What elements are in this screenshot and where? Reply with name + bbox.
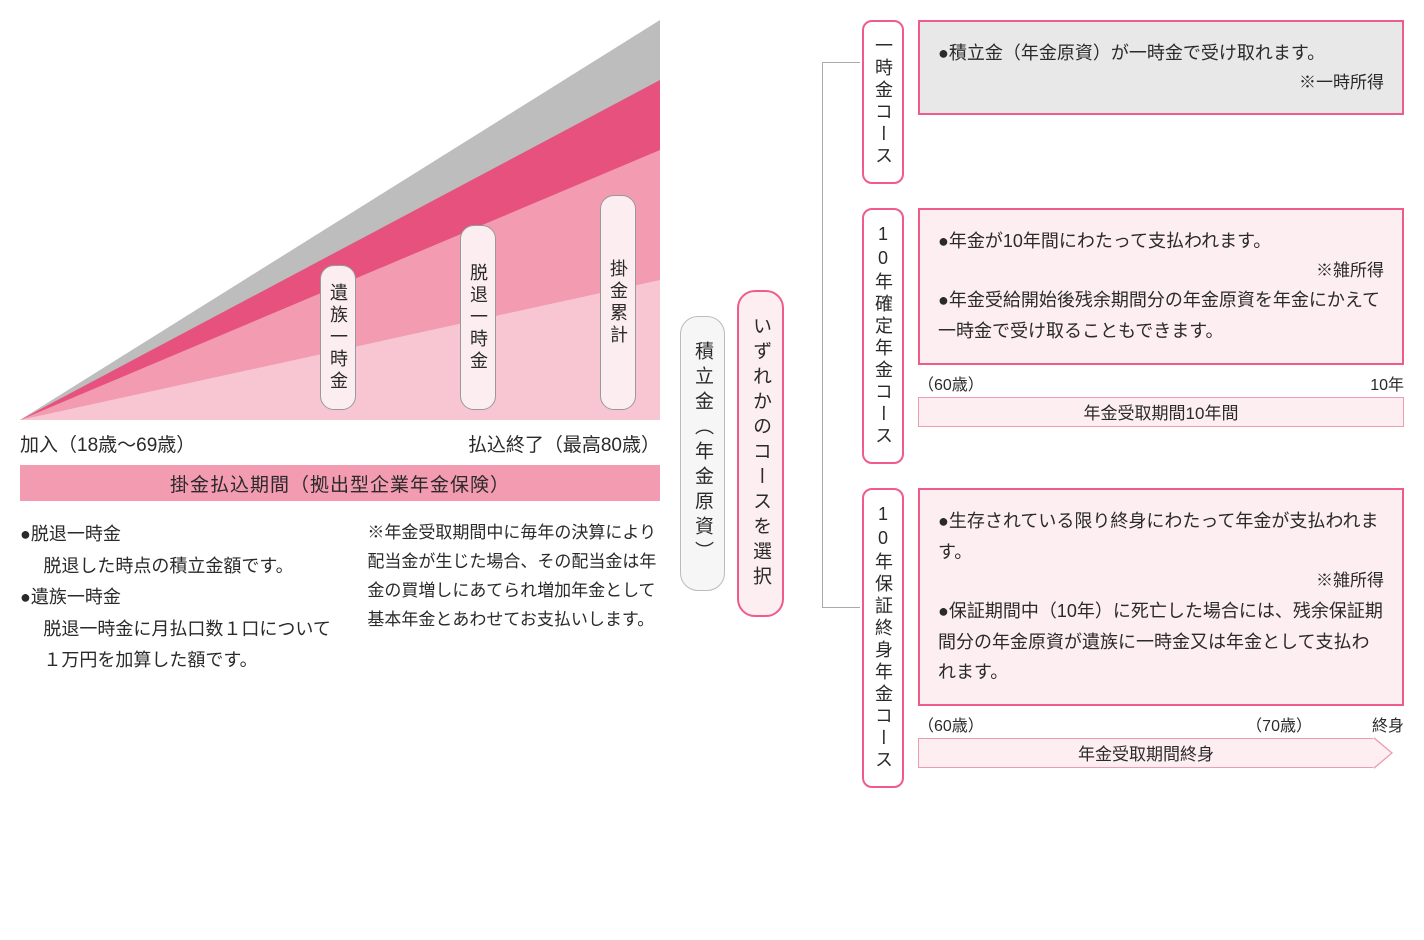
right-column: 一時金コース ●積立金（年金原資）が一時金で受け取れます。 ※一時所得 10年確… bbox=[804, 20, 1404, 788]
life-tl-right: 終身 bbox=[1372, 712, 1404, 736]
life-note: ※雑所得 bbox=[938, 567, 1384, 596]
life-tl-left: （60歳） bbox=[918, 712, 984, 736]
life-tl-bar: 年金受取期間終身 bbox=[918, 738, 1374, 768]
ten-note: ※雑所得 bbox=[938, 257, 1384, 286]
pill-fund: 積立金（年金原資） bbox=[680, 316, 725, 591]
left-column: 遺族一時金 脱退一時金 掛金累計 加入（18歳〜69歳） 払込終了（最高80歳）… bbox=[20, 20, 660, 788]
axis-right: 払込終了（最高80歳） bbox=[468, 430, 660, 457]
course-ten-label: 10年確定年金コース bbox=[862, 208, 904, 464]
ten-tl-left: （60歳） bbox=[918, 371, 984, 395]
ten-line2: ●年金受給開始後残余期間分の年金原資を年金にかえて一時金で受け取ることもできます… bbox=[938, 285, 1384, 346]
life-timeline: （60歳） （70歳） 終身 年金受取期間終身 bbox=[918, 712, 1404, 768]
life-line2: ●保証期間中（10年）に死亡した場合には、残余保証期間分の年金原資が遺族に一時金… bbox=[938, 596, 1384, 688]
ten-line1: ●年金が10年間にわたって支払われます。 bbox=[938, 226, 1384, 257]
note-withdraw-h: ●脱退一時金 bbox=[20, 519, 343, 551]
life-tl-mid: （70歳） bbox=[1246, 712, 1312, 736]
course-life-label: 10年保証終身年金コース bbox=[862, 488, 904, 788]
chart-pill-cumulative: 掛金累計 bbox=[600, 195, 636, 410]
course-ten: 10年確定年金コース ●年金が10年間にわたって支払われます。 ※雑所得 ●年金… bbox=[862, 208, 1404, 464]
axis-row: 加入（18歳〜69歳） 払込終了（最高80歳） bbox=[20, 430, 660, 457]
mid-column: 積立金（年金原資） いずれかのコースを選択 bbox=[680, 20, 784, 788]
course-life: 10年保証終身年金コース ●生存されている限り終身にわたって年金が支払われます。… bbox=[862, 488, 1404, 788]
course-ten-box: ●年金が10年間にわたって支払われます。 ※雑所得 ●年金受給開始後残余期間分の… bbox=[918, 208, 1404, 365]
notes-row: ●脱退一時金 脱退した時点の積立金額です。 ●遺族一時金 脱退一時金に月払口数１… bbox=[20, 519, 660, 677]
period-bar: 掛金払込期間（拠出型企業年金保険） bbox=[20, 465, 660, 501]
life-tl-arrow bbox=[1374, 738, 1404, 768]
lump-line1: ●積立金（年金原資）が一時金で受け取れます。 bbox=[938, 38, 1384, 69]
note-survivor-t: 脱退一時金に月払口数１口について１万円を加算した額です。 bbox=[20, 614, 343, 677]
pill-choose: いずれかのコースを選択 bbox=[737, 290, 784, 617]
lump-note: ※一時所得 bbox=[938, 69, 1384, 98]
course-lump-box: ●積立金（年金原資）が一時金で受け取れます。 ※一時所得 bbox=[918, 20, 1404, 115]
axis-left: 加入（18歳〜69歳） bbox=[20, 430, 195, 457]
note-survivor-h: ●遺族一時金 bbox=[20, 582, 343, 614]
ten-timeline: （60歳） 10年 年金受取期間10年間 bbox=[918, 371, 1404, 427]
note-withdraw-t: 脱退した時点の積立金額です。 bbox=[20, 551, 343, 583]
chart-pill-withdrawal: 脱退一時金 bbox=[460, 225, 496, 410]
life-line1: ●生存されている限り終身にわたって年金が支払われます。 bbox=[938, 506, 1384, 567]
notes-left: ●脱退一時金 脱退した時点の積立金額です。 ●遺族一時金 脱退一時金に月払口数１… bbox=[20, 519, 343, 677]
bracket-main bbox=[822, 62, 860, 608]
ten-tl-right: 10年 bbox=[1370, 371, 1404, 395]
course-lump-label: 一時金コース bbox=[862, 20, 904, 184]
ten-tl-bar: 年金受取期間10年間 bbox=[918, 397, 1404, 427]
course-life-box: ●生存されている限り終身にわたって年金が支払われます。 ※雑所得 ●保証期間中（… bbox=[918, 488, 1404, 706]
chart-pill-survivor: 遺族一時金 bbox=[320, 265, 356, 410]
accumulation-chart: 遺族一時金 脱退一時金 掛金累計 bbox=[20, 20, 660, 420]
course-lump: 一時金コース ●積立金（年金原資）が一時金で受け取れます。 ※一時所得 bbox=[862, 20, 1404, 184]
notes-right: ※年金受取期間中に毎年の決算により配当金が生じた場合、その配当金は年金の買増しに… bbox=[367, 519, 660, 677]
